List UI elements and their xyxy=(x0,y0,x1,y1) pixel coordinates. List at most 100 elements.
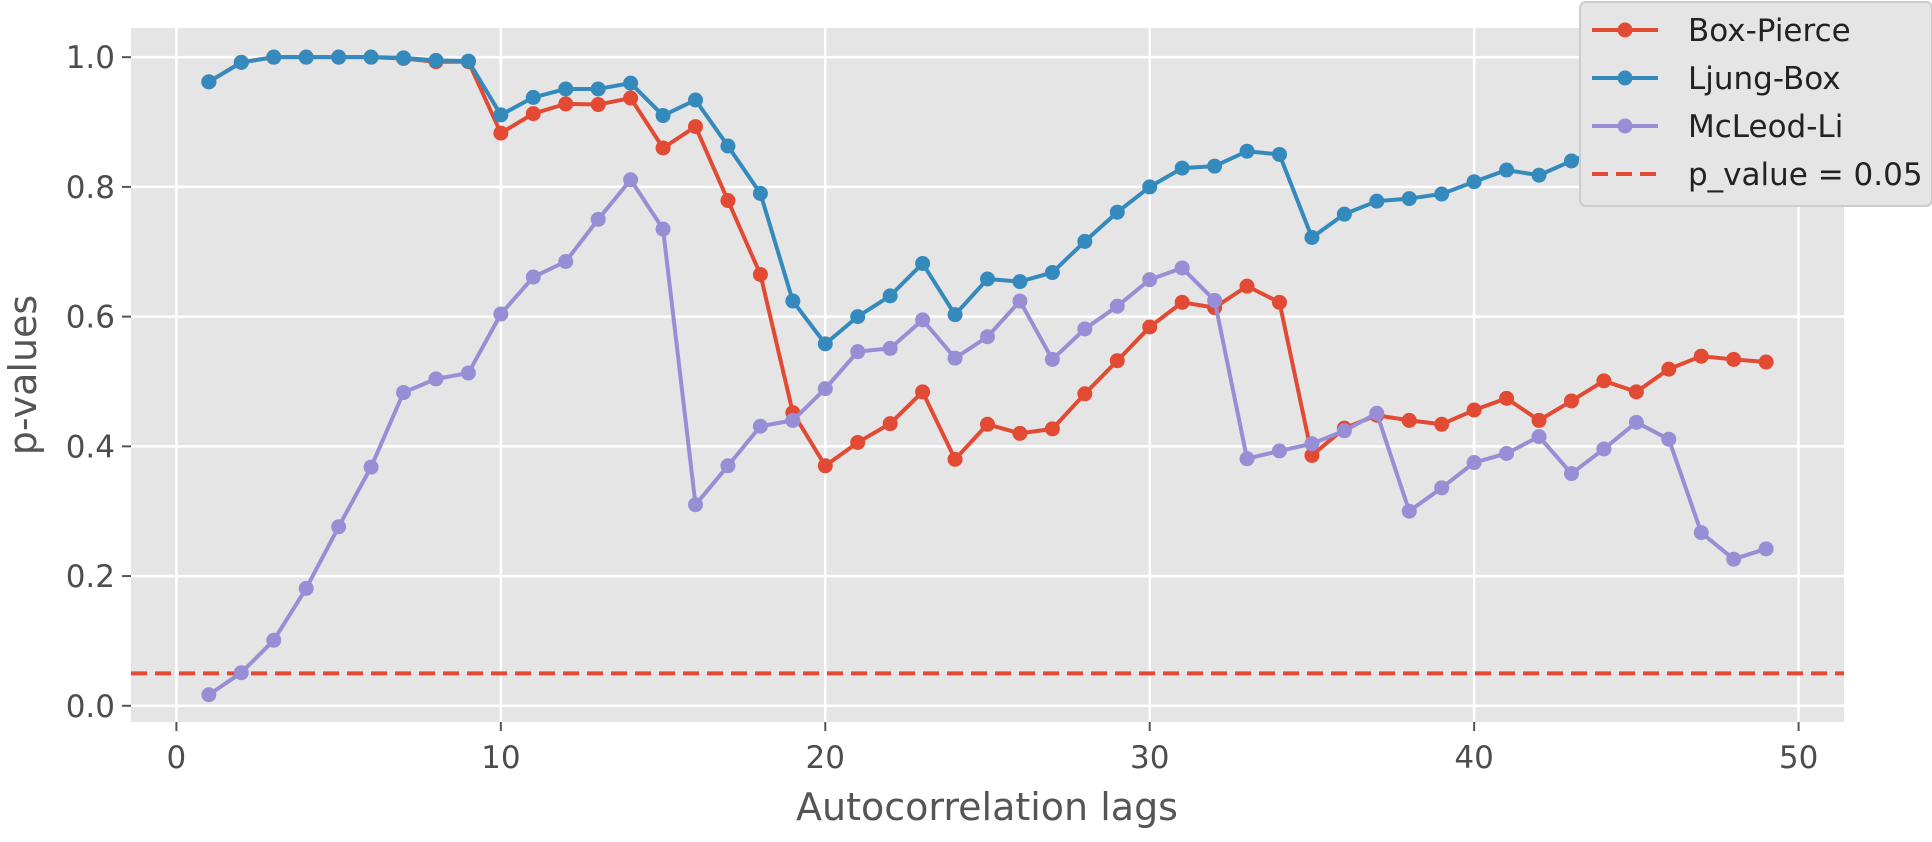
legend-entry-ljung-box: Ljung-Box xyxy=(1592,61,1841,97)
data-point-box-pierce xyxy=(1239,278,1255,294)
data-point-mcleod-li xyxy=(1142,272,1158,288)
data-point-ljung-box xyxy=(1531,167,1547,183)
legend-label-box-pierce: Box-Pierce xyxy=(1688,13,1851,49)
data-point-mcleod-li xyxy=(1758,541,1774,557)
data-point-mcleod-li xyxy=(688,497,704,513)
data-point-ljung-box xyxy=(493,107,509,123)
data-point-box-pierce xyxy=(980,416,995,432)
x-tick-label: 10 xyxy=(481,740,520,776)
data-point-mcleod-li xyxy=(1012,293,1028,309)
data-point-box-pierce xyxy=(1401,412,1417,428)
y-tick-label: 0.0 xyxy=(66,689,115,725)
data-point-box-pierce xyxy=(1563,393,1579,409)
plot-area xyxy=(131,28,1844,722)
data-point-mcleod-li xyxy=(1369,405,1385,421)
data-point-mcleod-li xyxy=(947,350,963,366)
data-point-ljung-box xyxy=(1012,274,1028,290)
legend-label-p-value-0-05: p_value = 0.05 xyxy=(1688,157,1923,193)
series-lines xyxy=(201,49,1774,703)
data-point-ljung-box xyxy=(623,75,639,91)
data-point-mcleod-li xyxy=(298,580,314,596)
x-tick-label: 0 xyxy=(167,740,187,776)
data-point-box-pierce xyxy=(1466,402,1482,418)
data-point-box-pierce xyxy=(1012,425,1028,441)
x-tick-label: 50 xyxy=(1779,740,1818,776)
data-point-box-pierce xyxy=(558,96,574,112)
data-point-ljung-box xyxy=(915,255,931,271)
data-point-ljung-box xyxy=(980,271,995,287)
data-point-mcleod-li xyxy=(363,459,379,475)
data-point-box-pierce xyxy=(752,266,768,282)
data-point-ljung-box xyxy=(590,81,606,97)
legend-label-ljung-box: Ljung-Box xyxy=(1688,61,1841,97)
data-point-mcleod-li xyxy=(1661,431,1677,447)
data-point-box-pierce xyxy=(655,140,671,156)
data-point-box-pierce xyxy=(1174,294,1190,310)
data-point-mcleod-li xyxy=(1531,429,1547,445)
data-point-mcleod-li xyxy=(590,211,606,227)
data-point-mcleod-li xyxy=(493,306,509,322)
data-point-ljung-box xyxy=(1207,158,1223,174)
data-point-box-pierce xyxy=(525,106,541,122)
data-point-box-pierce xyxy=(1304,447,1320,463)
data-point-ljung-box xyxy=(1142,179,1158,195)
data-point-ljung-box xyxy=(266,49,282,65)
data-point-box-pierce xyxy=(1693,348,1709,364)
legend-label-mcleod-li: McLeod-Li xyxy=(1688,109,1843,145)
data-point-mcleod-li xyxy=(1336,423,1352,439)
y-tick-label: 0.8 xyxy=(66,170,115,206)
data-point-box-pierce xyxy=(1109,353,1125,369)
data-point-mcleod-li xyxy=(266,632,282,648)
data-point-mcleod-li xyxy=(1726,551,1742,567)
data-point-ljung-box xyxy=(525,89,541,105)
data-point-box-pierce xyxy=(947,451,963,467)
data-point-mcleod-li xyxy=(460,365,476,381)
data-point-mcleod-li xyxy=(1207,292,1223,308)
data-point-box-pierce xyxy=(915,384,931,400)
data-point-ljung-box xyxy=(298,49,314,65)
data-point-mcleod-li xyxy=(1628,414,1644,430)
y-tick-label: 1.0 xyxy=(66,40,115,76)
data-point-mcleod-li xyxy=(428,371,444,387)
legend-entry-box-pierce: Box-Pierce xyxy=(1592,13,1851,49)
data-point-ljung-box xyxy=(428,52,444,68)
data-point-mcleod-li xyxy=(1174,260,1190,276)
data-point-ljung-box xyxy=(460,53,476,69)
data-point-mcleod-li xyxy=(396,385,412,401)
x-axis: 0 10 20 30 40 50 xyxy=(167,722,1818,776)
data-point-ljung-box xyxy=(1466,174,1482,190)
legend-entry-mcleod-li: McLeod-Li xyxy=(1592,109,1843,145)
data-point-ljung-box xyxy=(655,108,671,124)
data-point-mcleod-li xyxy=(817,381,833,397)
legend-entry-p-value-0-05: p_value = 0.05 xyxy=(1592,157,1923,193)
data-point-mcleod-li xyxy=(720,458,736,474)
data-point-mcleod-li xyxy=(233,665,249,681)
data-point-ljung-box xyxy=(558,81,574,97)
data-point-mcleod-li xyxy=(915,312,931,328)
data-point-ljung-box xyxy=(331,49,347,65)
data-point-mcleod-li xyxy=(1499,445,1515,461)
data-point-box-pierce xyxy=(1044,421,1060,437)
data-point-mcleod-li xyxy=(1434,480,1450,496)
data-point-ljung-box xyxy=(1336,206,1352,222)
data-point-box-pierce xyxy=(1758,354,1774,370)
data-point-ljung-box xyxy=(882,288,898,304)
legend: Box-Pierce Ljung-Box McLeod-Li p_value = 0.… xyxy=(1579,1,1932,207)
data-point-mcleod-li xyxy=(201,687,217,703)
data-point-ljung-box xyxy=(363,49,379,65)
series-ljung-box xyxy=(201,49,1774,352)
data-point-box-pierce xyxy=(623,90,639,106)
data-point-ljung-box xyxy=(1499,162,1515,178)
data-point-box-pierce xyxy=(1661,361,1677,377)
data-point-mcleod-li xyxy=(1401,503,1417,519)
data-point-ljung-box xyxy=(817,336,833,352)
data-point-box-pierce xyxy=(720,193,736,209)
data-point-ljung-box xyxy=(1369,193,1385,209)
data-point-mcleod-li xyxy=(980,329,995,345)
data-point-ljung-box xyxy=(1563,153,1579,169)
data-point-box-pierce xyxy=(1628,384,1644,400)
data-point-box-pierce xyxy=(1726,351,1742,367)
data-point-ljung-box xyxy=(1174,160,1190,176)
data-point-ljung-box xyxy=(688,92,704,108)
data-point-mcleod-li xyxy=(850,344,866,360)
